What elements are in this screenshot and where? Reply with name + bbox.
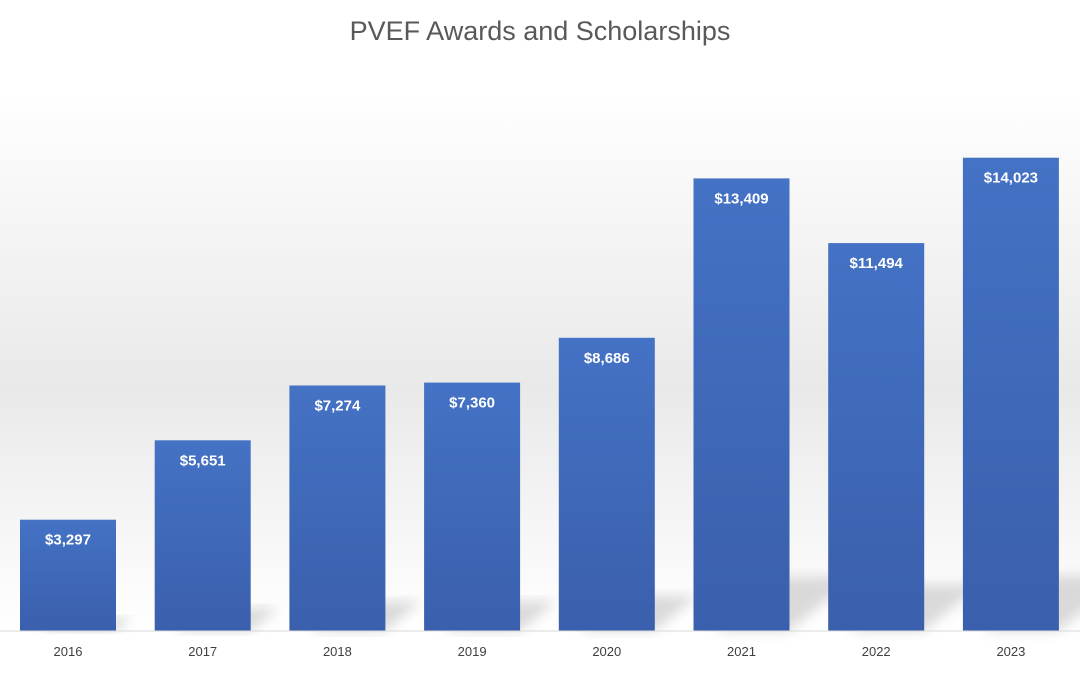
x-tick-2022: 2022 [862, 644, 891, 659]
data-label-2022: $11,494 [849, 255, 903, 272]
x-tick-2021: 2021 [727, 644, 756, 659]
bar-2017 [154, 440, 251, 631]
data-label-2019: $7,360 [449, 395, 495, 412]
chart-title: PVEF Awards and Scholarships [349, 16, 731, 46]
x-tick-2017: 2017 [188, 644, 217, 659]
bar-2018 [289, 385, 386, 631]
x-tick-2019: 2019 [458, 644, 487, 659]
data-label-2023: $14,023 [984, 170, 1038, 187]
x-tick-2016: 2016 [54, 644, 83, 659]
x-tick-2020: 2020 [592, 644, 621, 659]
bar-2023 [962, 157, 1059, 631]
data-label-2018: $7,274 [314, 398, 361, 415]
data-label-2021: $13,409 [714, 190, 768, 207]
bar-2020 [558, 337, 655, 631]
x-tick-2018: 2018 [323, 644, 352, 659]
bar-2019 [424, 382, 521, 631]
bar-2022 [828, 243, 925, 631]
bar-2016 [20, 519, 116, 631]
x-tick-labels-group: 2016 2017 2018 2019 2020 2021 2022 2023 [54, 644, 1026, 659]
bar-2021 [693, 178, 790, 631]
x-tick-2023: 2023 [996, 644, 1025, 659]
value-labels-group: $3,297 $5,651 $7,274 $7,360 $8,686 $13,409 $11… [45, 170, 1038, 549]
bars-group [20, 157, 1059, 631]
data-label-2016: $3,297 [45, 532, 91, 549]
data-label-2017: $5,651 [180, 452, 226, 469]
data-label-2020: $8,686 [584, 350, 630, 367]
